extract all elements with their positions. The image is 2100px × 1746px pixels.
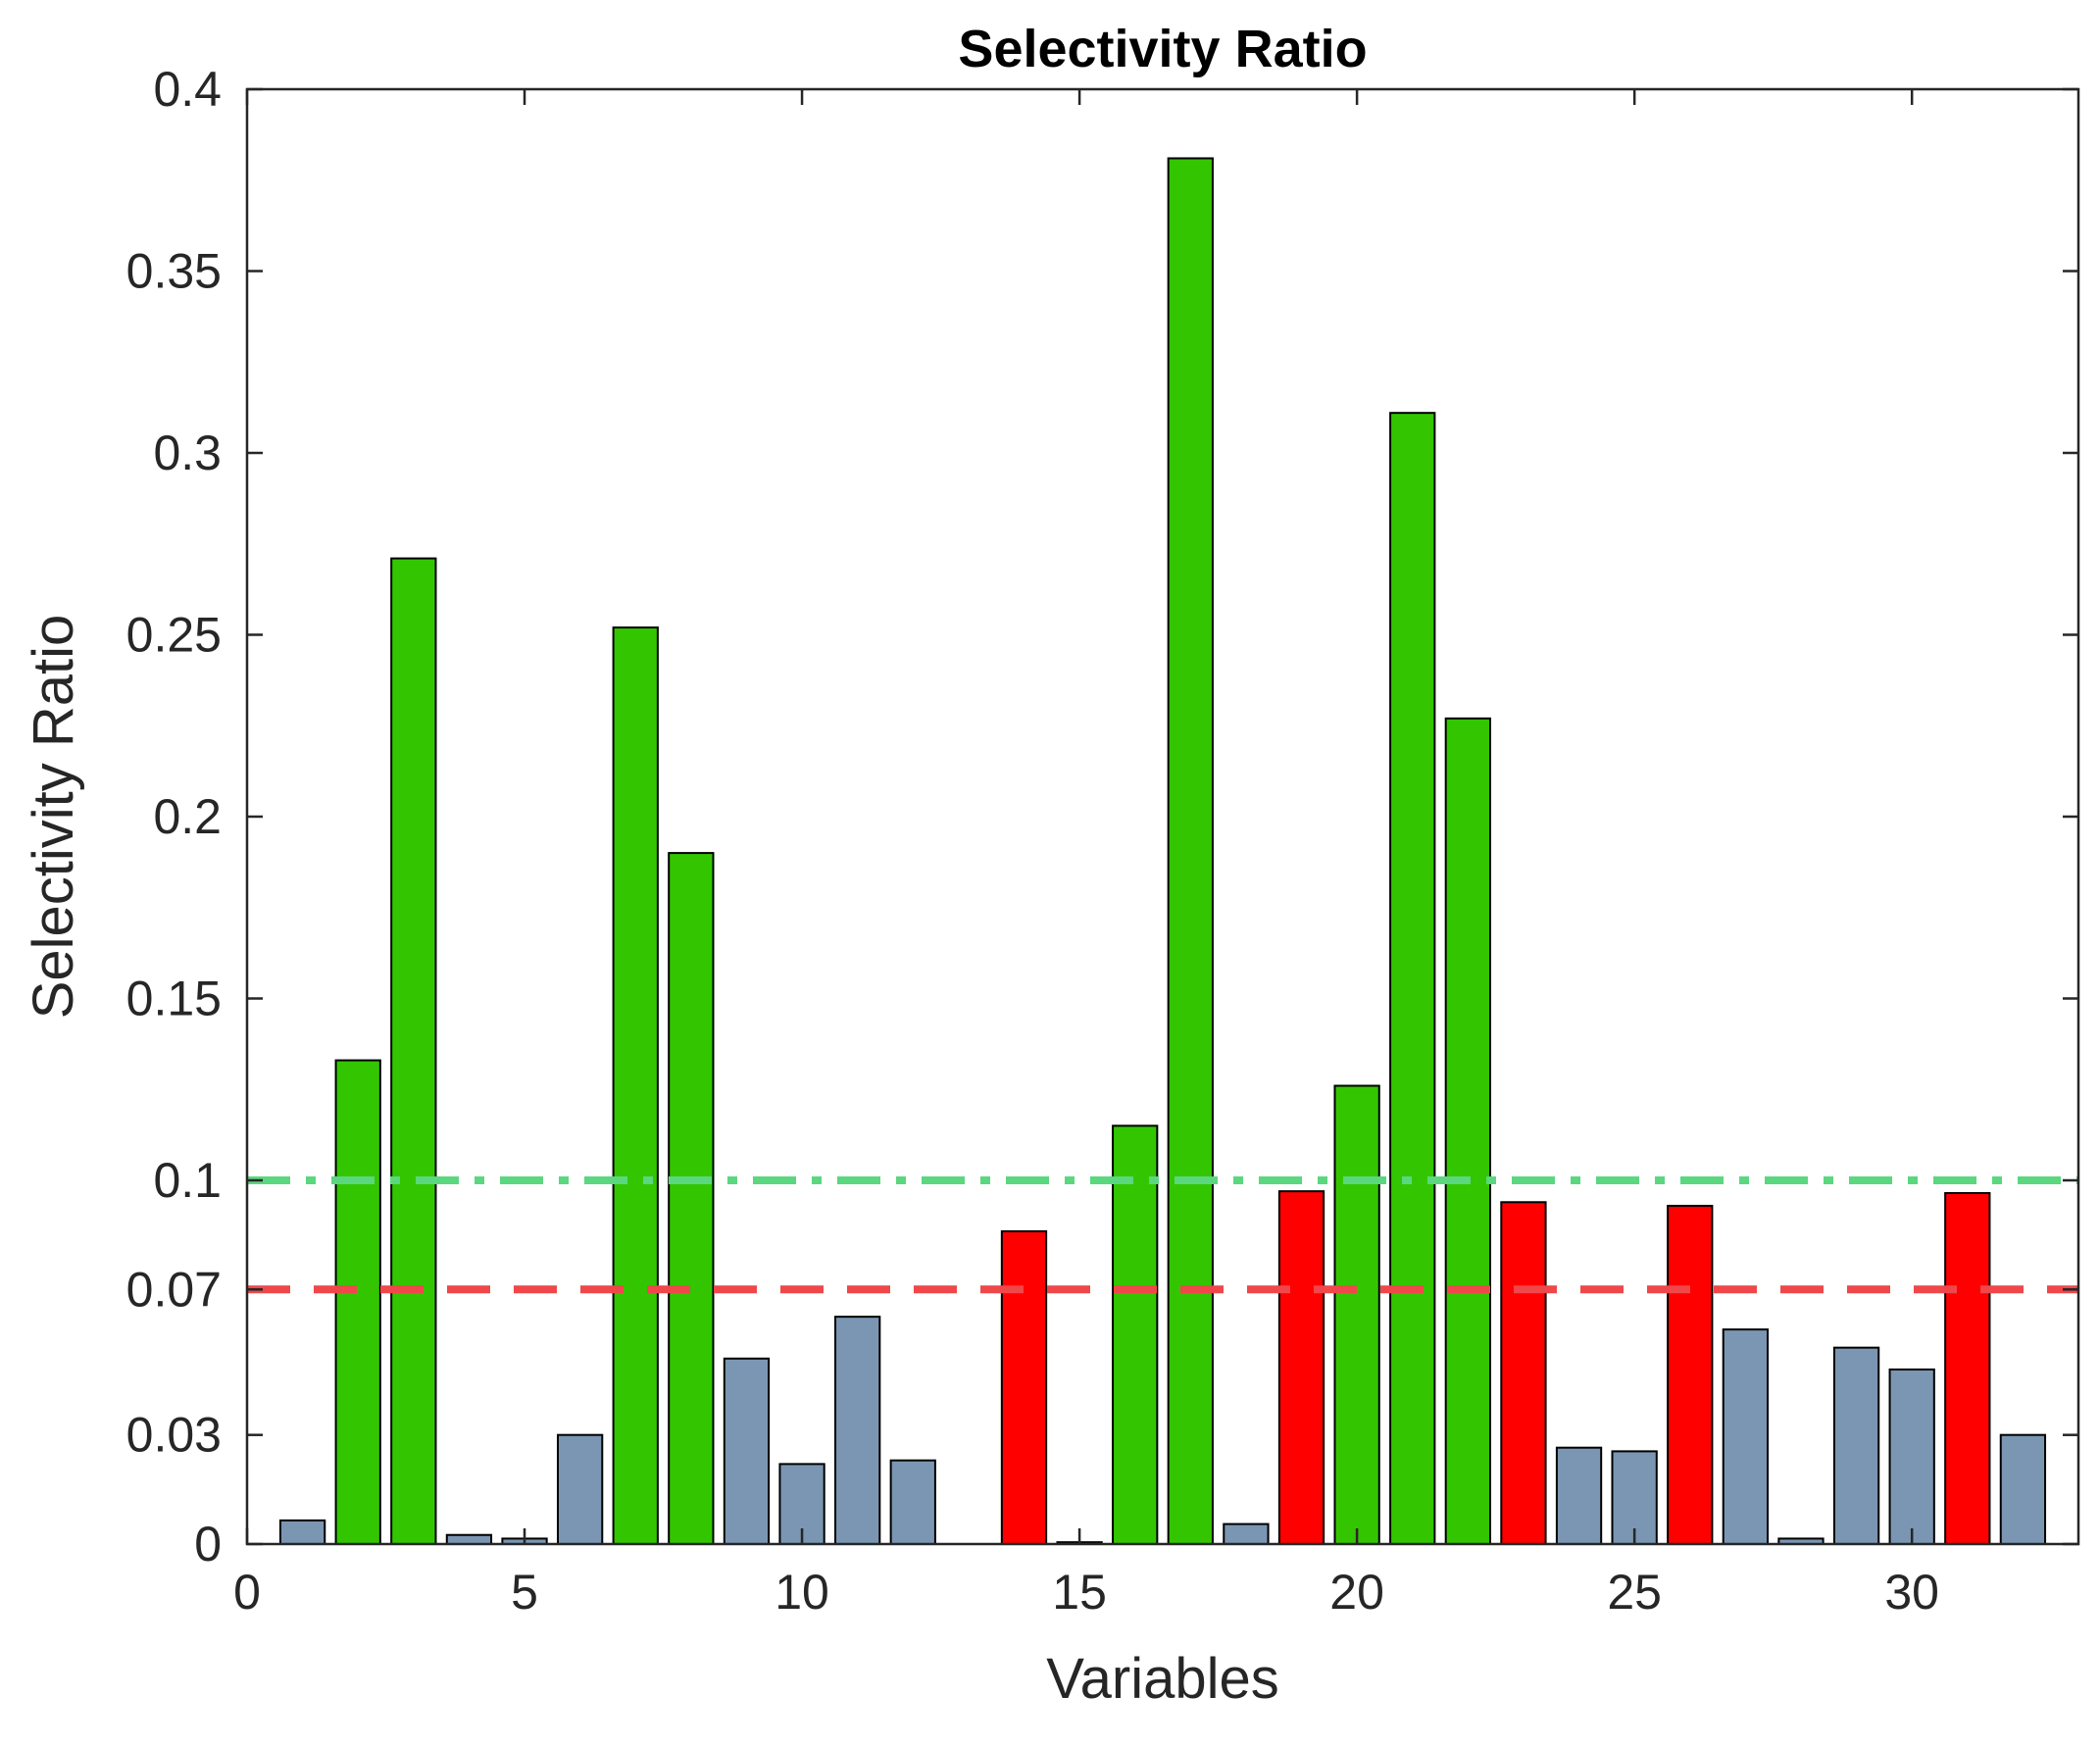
- bar-variable-11: [834, 1316, 881, 1545]
- x-tick-label: 25: [1607, 1565, 1662, 1620]
- y-tick-label: 0.07: [126, 1262, 222, 1317]
- axis-ticks: [245, 87, 2078, 1546]
- bar-variable-29: [1832, 1346, 1880, 1546]
- bar-variable-1: [278, 1519, 326, 1546]
- y-tick-label: 0: [194, 1517, 222, 1571]
- x-tick-label: 30: [1884, 1565, 1939, 1620]
- y-tick-label: 0.03: [126, 1408, 222, 1463]
- bar-variable-12: [889, 1459, 936, 1546]
- bar-variable-17: [1167, 157, 1214, 1546]
- bar-variable-19: [1277, 1190, 1325, 1545]
- x-tick-label: 10: [775, 1565, 829, 1620]
- x-tick-label: 15: [1052, 1565, 1107, 1620]
- y-axis-label: Selectivity Ratio: [22, 615, 85, 1020]
- bar-variable-14: [1000, 1229, 1048, 1545]
- bar-variable-2: [334, 1059, 381, 1545]
- bar-variable-9: [723, 1357, 771, 1546]
- chart-title: Selectivity Ratio: [958, 20, 1367, 78]
- x-tick-labels: 0 5 10 15 20 25 30: [233, 1565, 1939, 1620]
- y-tick-label: 0.4: [153, 62, 222, 117]
- x-tick-label: 0: [233, 1565, 261, 1620]
- y-tick-label: 0.3: [153, 425, 222, 480]
- bar-variable-6: [556, 1433, 604, 1545]
- y-tick-label: 0.35: [126, 244, 222, 299]
- bar-variable-21: [1389, 412, 1436, 1546]
- y-tick-label: 0.25: [126, 608, 222, 663]
- bar-variable-20: [1333, 1084, 1380, 1546]
- bar-variable-22: [1444, 717, 1491, 1545]
- bar-series: [278, 157, 2047, 1546]
- y-tick-labels: 0 0.03 0.07 0.1 0.15 0.2 0.25 0.3 0.35 0.4: [126, 62, 222, 1571]
- bar-variable-3: [390, 557, 437, 1545]
- y-tick-label: 0.15: [126, 972, 222, 1026]
- y-tick-label: 0.2: [153, 789, 222, 844]
- reference-lines: [247, 1176, 2078, 1294]
- bar-variable-26: [1667, 1204, 1714, 1545]
- bar-variable-16: [1112, 1124, 1159, 1545]
- bar-variable-31: [1944, 1191, 1991, 1545]
- x-tick-label: 20: [1329, 1565, 1384, 1620]
- bar-variable-30: [1888, 1368, 1935, 1546]
- bar-variable-23: [1500, 1201, 1547, 1545]
- x-axis-label: Variables: [1046, 1647, 1279, 1711]
- x-tick-label: 5: [511, 1565, 538, 1620]
- bar-variable-18: [1223, 1522, 1270, 1545]
- bar-variable-4: [445, 1533, 493, 1545]
- bar-variable-32: [1999, 1433, 2047, 1545]
- bar-variable-27: [1722, 1328, 1770, 1545]
- bar-variable-8: [668, 852, 715, 1545]
- y-tick-label: 0.1: [153, 1153, 222, 1208]
- bar-variable-24: [1555, 1446, 1603, 1546]
- bar-variable-7: [612, 626, 659, 1545]
